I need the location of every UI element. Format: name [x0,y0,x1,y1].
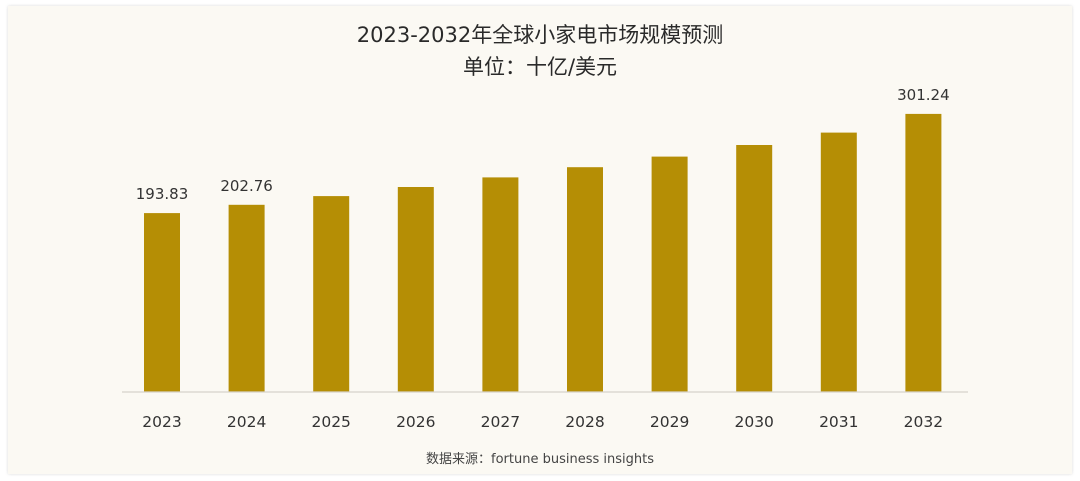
bar-2029 [651,156,688,392]
data-labels: 193.83 202.76 301.24 [136,86,950,203]
data-label-2032: 301.24 [897,86,950,104]
bar-2026 [397,187,434,392]
bar-2028 [567,167,603,392]
bar-2027 [482,177,519,392]
x-tick-labels: 2023 2024 2025 2026 2027 2028 2029 2030 2031 2032 [142,413,943,431]
source-note: 数据来源：fortune business insights [426,452,654,467]
chart-panel [8,6,1072,474]
x-tick-2027: 2027 [481,413,520,431]
x-tick-2029: 2029 [650,413,689,431]
bars-group [144,113,942,393]
bar-2023 [144,213,180,392]
bar-2025 [313,196,350,392]
x-tick-2031: 2031 [819,413,858,431]
x-tick-2032: 2032 [904,413,943,431]
bar-2030 [736,145,773,392]
x-tick-2023: 2023 [142,413,181,431]
chart-subtitle: 单位：十亿/美元 [462,55,618,79]
x-tick-2025: 2025 [311,413,350,431]
x-tick-2028: 2028 [565,413,604,431]
data-label-2023: 193.83 [136,185,189,203]
x-tick-2026: 2026 [396,413,435,431]
x-tick-2024: 2024 [227,413,266,431]
chart-title: 2023-2032年全球小家电市场规模预测 [356,23,724,47]
x-tick-2030: 2030 [734,413,773,431]
bar-2031 [820,132,857,392]
data-label-2024: 202.76 [220,177,273,195]
bar-2024 [228,204,265,392]
bar-2032 [905,113,942,393]
